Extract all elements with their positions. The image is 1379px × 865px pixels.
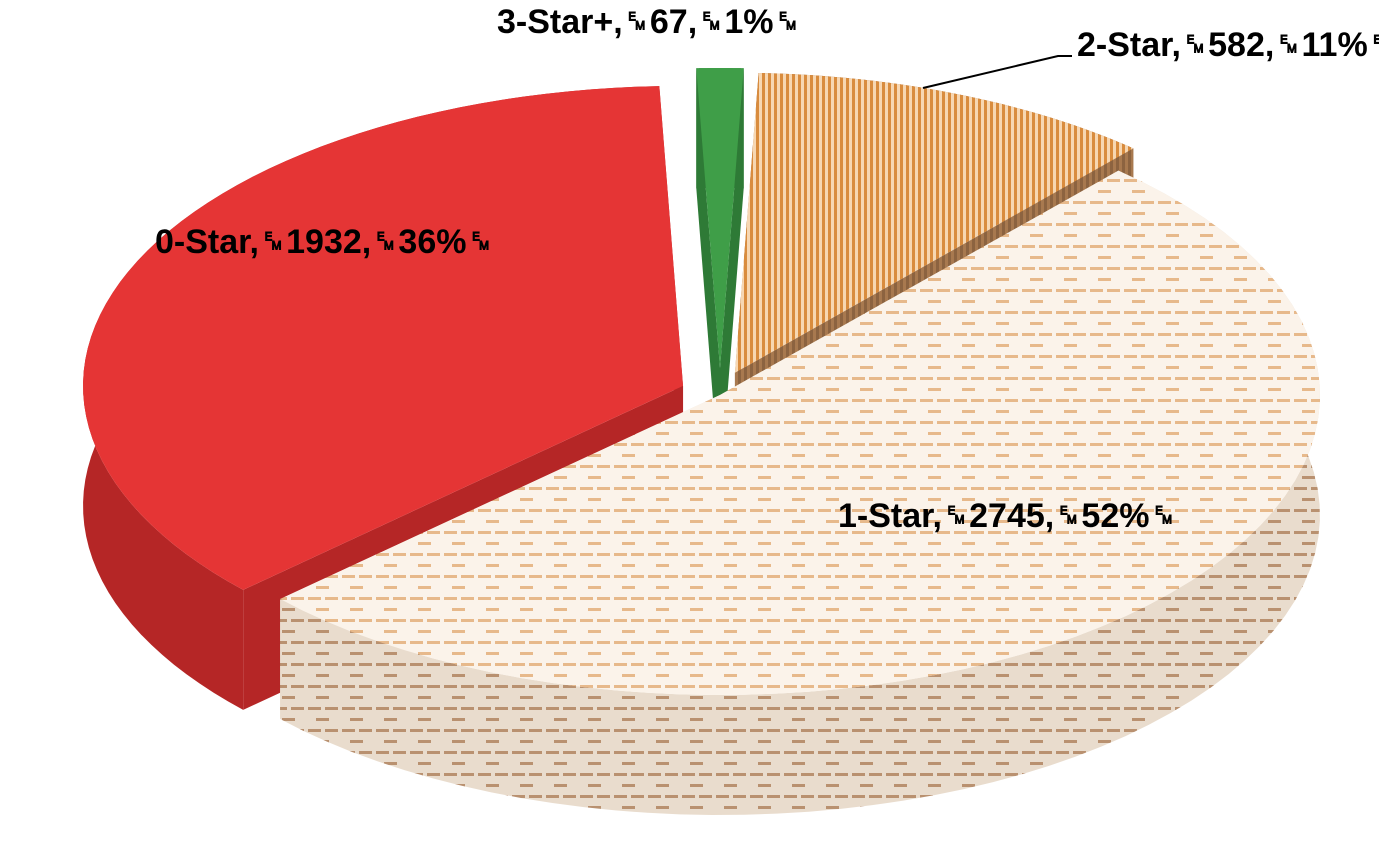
pie-slice-3-star — [696, 68, 744, 488]
slices-layer — [83, 68, 1320, 815]
data-label-0-star: 0-Star,␙1932,␙36%␙ — [155, 223, 494, 261]
leader-line-2-star — [922, 55, 1072, 89]
data-label-3-star: 3-Star+,␙67,␙1%␙ — [497, 3, 801, 41]
pie-slice-top — [83, 86, 684, 590]
pie-slice-top — [734, 72, 1134, 373]
labels-layer: 0-Star,␙1932,␙36%␙ 1-Star,␙2745,␙52%␙ 2-St… — [155, 3, 1379, 535]
pie-slice-top — [280, 170, 1320, 695]
leader-layer — [922, 55, 1072, 89]
pie-slice-1-star — [280, 170, 1320, 815]
pie-slice-wall — [720, 68, 744, 488]
pie-slice-top — [696, 68, 744, 368]
data-label-1-star: 1-Star,␙2745,␙52%␙ — [838, 497, 1177, 535]
data-label-2-star: 2-Star,␙582,␙11%␙ — [1077, 26, 1379, 64]
pie-slice-side — [280, 170, 1320, 815]
pie-slice-wall — [696, 68, 720, 488]
